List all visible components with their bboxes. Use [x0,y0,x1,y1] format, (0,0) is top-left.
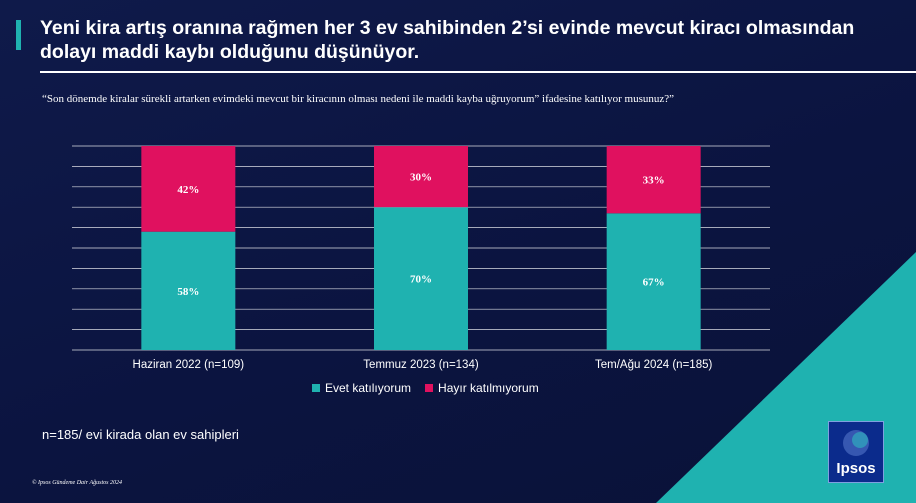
survey-question: “Son dönemde kiralar sürekli artarken ev… [42,93,674,105]
page-title: Yeni kira artış oranına rağmen her 3 ev … [40,17,855,63]
legend-swatch-agree [312,384,320,392]
legend-label-agree: Evet katılıyorum [325,381,412,395]
data-label: 42% [177,184,199,196]
bar-segment-disagree [141,146,236,232]
data-label: 70% [410,274,432,286]
data-label: 33% [643,175,665,187]
data-label: 30% [410,172,432,184]
legend-item-disagree: Hayır katılmıyorum [425,381,539,395]
chart-legend: Evet katılıyorum Hayır katılmıyorum [312,381,539,395]
bar-segment-agree [606,213,701,350]
logo-face-icon [843,430,869,456]
sample-note: n=185/ evi kirada olan ev sahipleri [42,427,239,442]
title-accent-bar [16,20,21,50]
footer-note: © Ipsos Gündeme Dair Ağustos 2024 [32,480,122,486]
title-divider [40,71,916,73]
legend-swatch-disagree [425,384,434,392]
bar-segment-agree [374,207,468,350]
x-tick-label: Haziran 2022 (n=109) [133,359,245,371]
data-label: 67% [643,277,665,289]
bar-segment-disagree [374,146,468,208]
bar-segment-agree [141,231,236,350]
data-label: 58% [177,286,199,298]
x-tick-label: Temmuz 2023 (n=134) [363,359,479,371]
legend-item-agree: Evet katılıyorum [312,381,411,395]
x-tick-label: Tem/Ağu 2024 (n=185) [595,359,712,371]
logo-text: Ipsos [836,460,876,477]
ipsos-logo: Ipsos [828,421,884,483]
bar-segment-disagree [606,146,701,214]
legend-label-disagree: Hayır katılmıyorum [438,381,539,395]
